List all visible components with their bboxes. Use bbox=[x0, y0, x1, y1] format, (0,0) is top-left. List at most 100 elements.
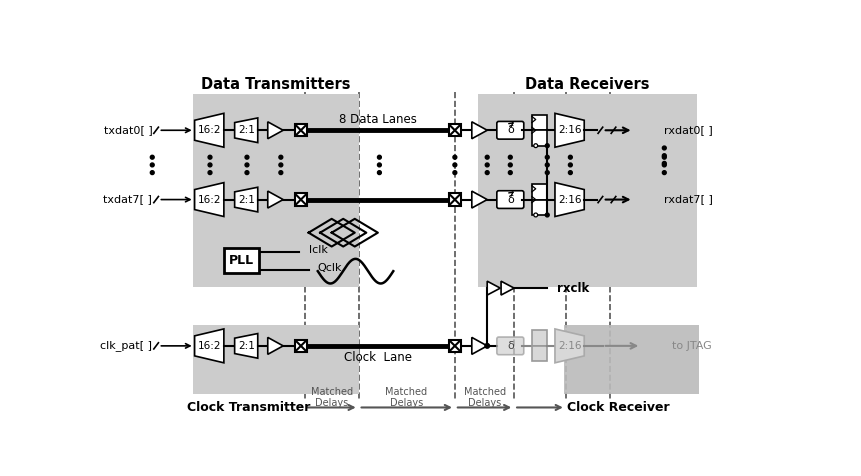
Circle shape bbox=[377, 171, 381, 175]
Text: Data Transmitters: Data Transmitters bbox=[201, 77, 350, 92]
FancyBboxPatch shape bbox=[496, 337, 523, 355]
Text: 8 Data Lanes: 8 Data Lanes bbox=[338, 113, 417, 126]
Circle shape bbox=[661, 155, 666, 159]
Polygon shape bbox=[554, 183, 584, 217]
Text: 16:2: 16:2 bbox=[198, 195, 221, 205]
Circle shape bbox=[377, 155, 381, 159]
Circle shape bbox=[485, 155, 488, 159]
Polygon shape bbox=[471, 337, 486, 354]
Circle shape bbox=[661, 163, 666, 167]
Bar bbox=[531, 130, 547, 146]
Text: δ: δ bbox=[506, 341, 513, 351]
Bar bbox=[449, 124, 461, 137]
Circle shape bbox=[567, 171, 572, 175]
Circle shape bbox=[508, 163, 511, 167]
Polygon shape bbox=[500, 281, 513, 295]
Circle shape bbox=[661, 146, 666, 150]
Bar bbox=[193, 94, 358, 287]
Bar bbox=[531, 199, 547, 215]
Polygon shape bbox=[234, 187, 257, 212]
FancyBboxPatch shape bbox=[496, 121, 523, 139]
Text: 16:2: 16:2 bbox=[198, 341, 221, 351]
Bar bbox=[531, 330, 547, 346]
Text: rxdat7[ ]: rxdat7[ ] bbox=[664, 195, 712, 205]
Bar bbox=[449, 340, 461, 352]
Polygon shape bbox=[195, 329, 224, 363]
Circle shape bbox=[245, 163, 249, 167]
Bar bbox=[564, 325, 698, 395]
Text: txdat7[ ]: txdat7[ ] bbox=[103, 195, 152, 205]
Circle shape bbox=[567, 163, 572, 167]
Bar bbox=[193, 325, 358, 395]
Circle shape bbox=[279, 163, 282, 167]
Polygon shape bbox=[486, 281, 499, 295]
Text: rxdat0[ ]: rxdat0[ ] bbox=[664, 125, 712, 135]
Bar bbox=[531, 115, 547, 130]
Circle shape bbox=[150, 155, 154, 159]
Circle shape bbox=[279, 155, 282, 159]
Text: 2:1: 2:1 bbox=[238, 341, 255, 351]
Circle shape bbox=[279, 171, 282, 175]
Text: Data Receivers: Data Receivers bbox=[524, 77, 649, 92]
Text: Clock Receiver: Clock Receiver bbox=[567, 401, 669, 414]
Circle shape bbox=[485, 171, 488, 175]
Bar bbox=[294, 340, 307, 352]
Bar bbox=[531, 346, 547, 361]
Circle shape bbox=[208, 163, 212, 167]
Polygon shape bbox=[554, 329, 584, 363]
Circle shape bbox=[661, 171, 666, 175]
Circle shape bbox=[567, 155, 572, 159]
Text: Clock  Lane: Clock Lane bbox=[344, 351, 412, 364]
Text: Matched
Delays: Matched Delays bbox=[385, 387, 427, 408]
Polygon shape bbox=[195, 113, 224, 147]
Polygon shape bbox=[471, 122, 486, 139]
Text: lclk: lclk bbox=[308, 246, 327, 256]
Polygon shape bbox=[268, 191, 282, 208]
Circle shape bbox=[150, 163, 154, 167]
Polygon shape bbox=[471, 191, 486, 208]
Text: 2:16: 2:16 bbox=[558, 195, 581, 205]
Bar bbox=[224, 248, 259, 273]
Circle shape bbox=[245, 155, 249, 159]
Polygon shape bbox=[554, 113, 584, 147]
Text: 16:2: 16:2 bbox=[198, 125, 221, 135]
Polygon shape bbox=[195, 183, 224, 217]
Circle shape bbox=[150, 171, 154, 175]
Circle shape bbox=[661, 154, 666, 158]
Text: 2:1: 2:1 bbox=[238, 195, 255, 205]
Text: clk_pat[ ]: clk_pat[ ] bbox=[100, 340, 152, 351]
Polygon shape bbox=[268, 122, 282, 139]
Circle shape bbox=[545, 171, 548, 175]
Text: Clock Transmitter: Clock Transmitter bbox=[187, 401, 310, 414]
Text: txdat0[ ]: txdat0[ ] bbox=[103, 125, 152, 135]
Text: PLL: PLL bbox=[229, 254, 254, 267]
Circle shape bbox=[377, 163, 381, 167]
Polygon shape bbox=[268, 337, 282, 354]
Text: Qclk: Qclk bbox=[318, 263, 342, 273]
Bar bbox=[477, 94, 697, 287]
Circle shape bbox=[508, 155, 511, 159]
Circle shape bbox=[208, 155, 212, 159]
Circle shape bbox=[245, 171, 249, 175]
Circle shape bbox=[533, 144, 537, 148]
Circle shape bbox=[508, 171, 511, 175]
FancyBboxPatch shape bbox=[496, 191, 523, 208]
Circle shape bbox=[661, 161, 666, 165]
Bar bbox=[294, 124, 307, 137]
Circle shape bbox=[533, 213, 537, 217]
Circle shape bbox=[208, 171, 212, 175]
Circle shape bbox=[452, 163, 456, 167]
Bar bbox=[449, 193, 461, 206]
Circle shape bbox=[545, 163, 548, 167]
Circle shape bbox=[545, 144, 548, 148]
Polygon shape bbox=[234, 118, 257, 143]
Text: 2:16: 2:16 bbox=[558, 341, 581, 351]
Circle shape bbox=[452, 155, 456, 159]
Circle shape bbox=[485, 163, 488, 167]
Text: Matched
Delays: Matched Delays bbox=[310, 387, 352, 408]
Text: Matched
Delays: Matched Delays bbox=[463, 387, 505, 408]
Circle shape bbox=[452, 171, 456, 175]
Text: 2:1: 2:1 bbox=[238, 125, 255, 135]
Circle shape bbox=[485, 344, 489, 348]
Bar bbox=[531, 184, 547, 199]
